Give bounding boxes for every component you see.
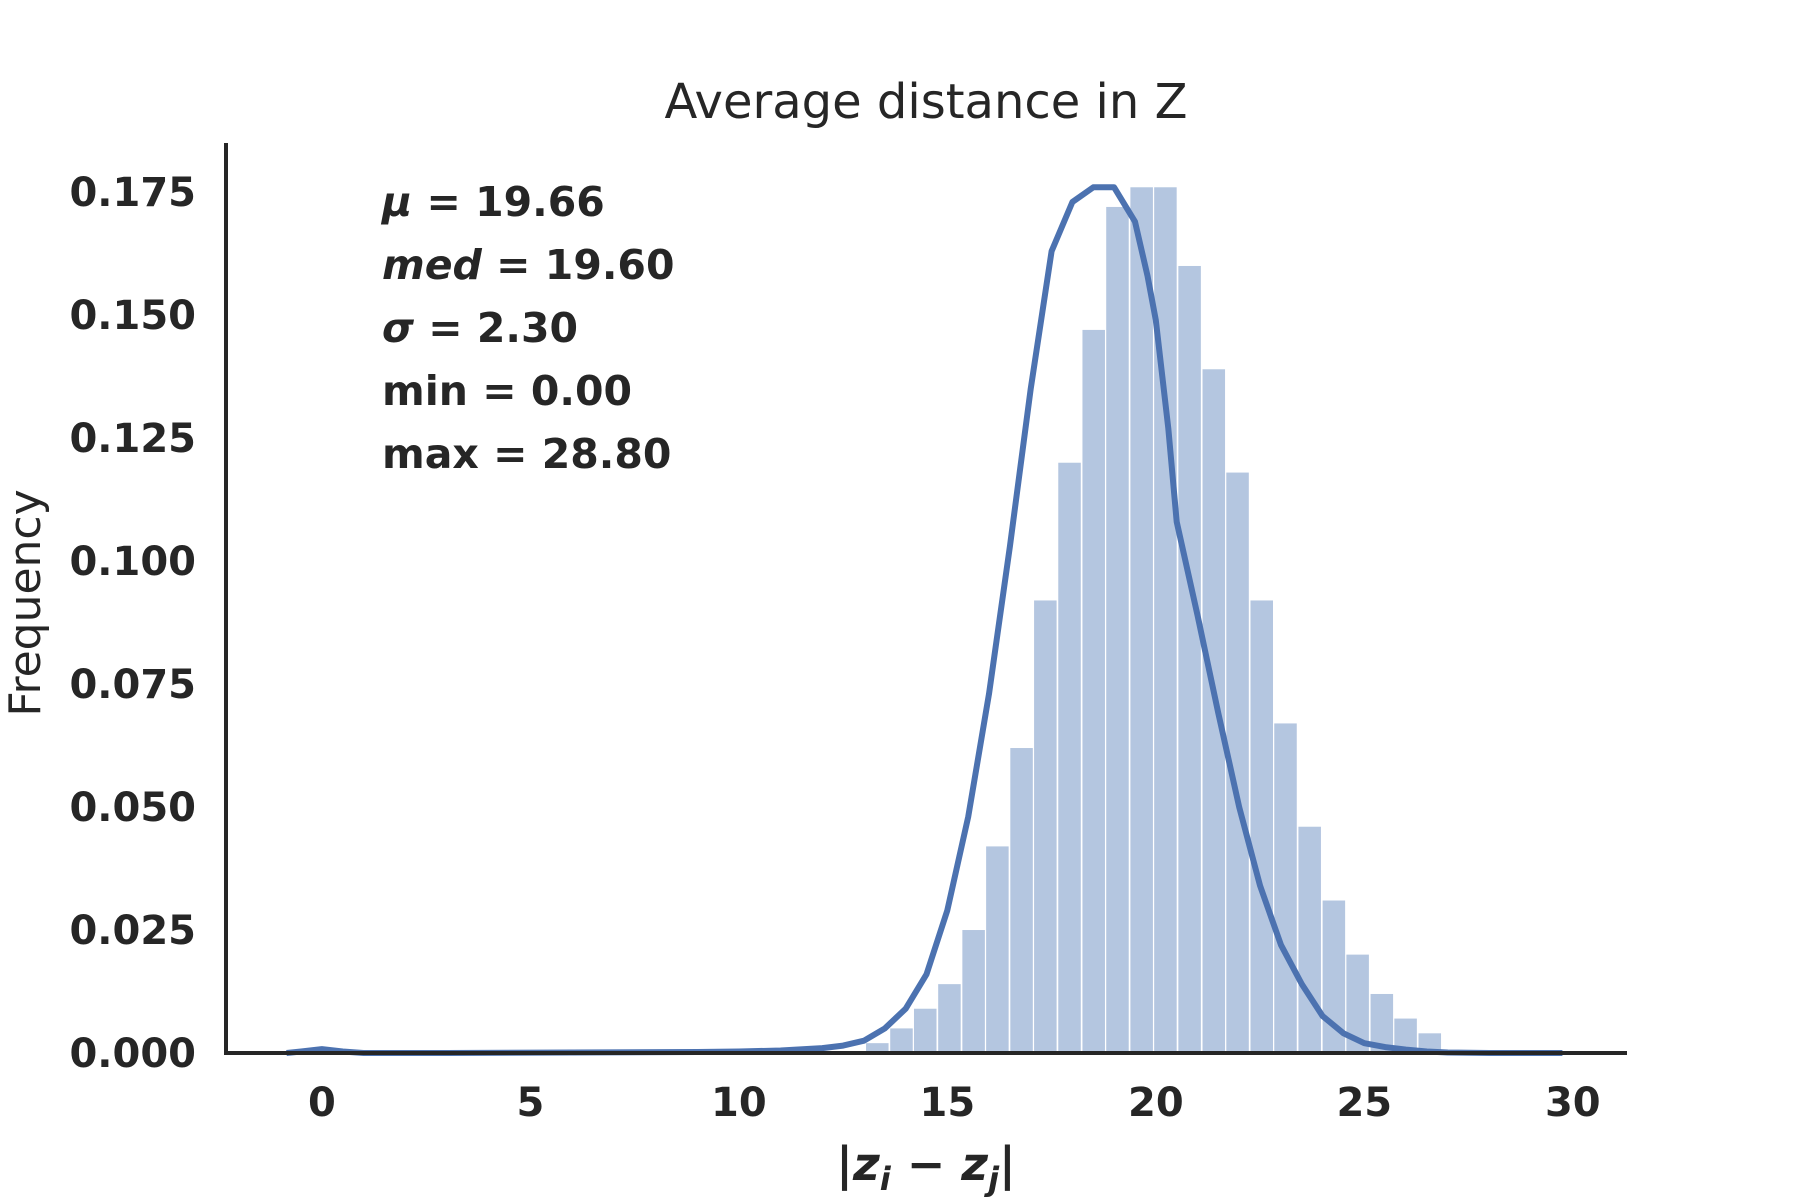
- histogram-bar: [1058, 462, 1081, 1053]
- y-tick-label: 0.125: [69, 416, 196, 462]
- histogram-bar: [1178, 265, 1201, 1053]
- x-tick-labels: 0 5 10 15 20 25 30: [308, 1080, 1601, 1126]
- histogram-bar: [1370, 993, 1394, 1053]
- x-tick-label: 10: [711, 1080, 767, 1126]
- y-tick-label: 0.050: [69, 785, 196, 831]
- stat-name: min: [382, 367, 468, 415]
- x-axis-label: |zi − zj|: [836, 1137, 1016, 1198]
- x-tick-label: 15: [920, 1080, 976, 1126]
- stat-value: = 19.66: [412, 178, 605, 226]
- stat-name: max: [382, 430, 479, 478]
- y-tick-label: 0.100: [69, 539, 196, 585]
- x-label-close-bar: |: [999, 1137, 1016, 1192]
- stat-5: max = 28.80: [382, 430, 671, 478]
- x-label-sub-j: j: [983, 1160, 1000, 1198]
- histogram-bar: [938, 984, 961, 1053]
- x-label-open-bar: |: [836, 1137, 853, 1192]
- y-axis-label: Frequency: [0, 489, 51, 716]
- histogram-bar: [866, 1043, 889, 1053]
- y-tick-labels: 0.000 0.025 0.050 0.075 0.100 0.125 0.150 0.175: [69, 170, 196, 1077]
- histogram-bars: [866, 187, 1442, 1054]
- stat-1: μ = 19.66: [380, 178, 605, 226]
- x-tick-label: 20: [1128, 1080, 1184, 1126]
- chart-title: Average distance in Z: [665, 74, 1188, 130]
- stat-value: = 0.00: [468, 367, 632, 415]
- stat-3: σ = 2.30: [382, 304, 578, 352]
- histogram-bar: [1202, 369, 1226, 1053]
- y-tick-label: 0.075: [69, 662, 196, 708]
- histogram-bar: [1250, 600, 1273, 1053]
- histogram-bar: [913, 1008, 937, 1053]
- histogram-bar: [1226, 472, 1249, 1053]
- histogram-bar: [1034, 600, 1057, 1053]
- histogram-bar: [962, 930, 985, 1053]
- histogram-bar: [1394, 1018, 1417, 1053]
- statistics-annotation: μ = 19.66 med = 19.60 σ = 2.30 min = 0.00 ma…: [380, 178, 674, 478]
- x-label-minus: −: [891, 1137, 962, 1191]
- stat-name: σ: [382, 304, 415, 352]
- x-tick-label: 5: [516, 1080, 544, 1126]
- x-label-z2: z: [960, 1137, 988, 1191]
- stat-name: μ: [380, 178, 412, 226]
- y-tick-label: 0.150: [69, 293, 196, 339]
- histogram-bar: [1130, 187, 1153, 1053]
- y-tick-label: 0.025: [69, 908, 196, 954]
- x-label-z1: z: [852, 1137, 880, 1191]
- histogram-bar: [1274, 723, 1297, 1053]
- stat-name: med: [382, 241, 483, 289]
- x-label-sub-i: i: [880, 1160, 892, 1198]
- stat-2: med = 19.60: [382, 241, 674, 289]
- stat-value: = 28.80: [479, 430, 672, 478]
- histogram-bar: [986, 846, 1009, 1053]
- histogram-bar: [1418, 1033, 1442, 1053]
- histogram-bar: [1154, 187, 1177, 1053]
- histogram-bar: [1346, 954, 1369, 1053]
- x-tick-label: 30: [1545, 1080, 1601, 1126]
- stat-4: min = 0.00: [382, 367, 632, 415]
- x-tick-label: 0: [308, 1080, 336, 1126]
- stat-value: = 19.60: [482, 241, 675, 289]
- y-tick-label: 0.000: [69, 1031, 196, 1077]
- y-tick-label: 0.175: [69, 170, 196, 216]
- x-tick-label: 25: [1336, 1080, 1392, 1126]
- histogram-bar: [1322, 900, 1346, 1053]
- histogram-bar: [890, 1028, 913, 1053]
- stat-value: = 2.30: [414, 304, 578, 352]
- histogram-bar: [1106, 206, 1129, 1054]
- histogram-bar: [1082, 329, 1105, 1053]
- histogram-bar: [1298, 826, 1321, 1053]
- histogram-bar: [1010, 748, 1033, 1053]
